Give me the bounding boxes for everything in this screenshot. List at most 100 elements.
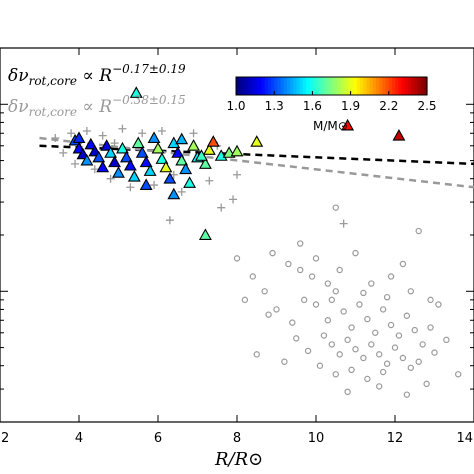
data-point-plus [229,195,238,204]
colorbar-segment [395,77,399,95]
data-point-circle [364,375,371,383]
colorbar-segment [420,77,425,95]
data-point-circle [399,260,407,268]
data-point-triangle [179,162,193,175]
data-point-circle [423,380,430,388]
colorbar-tick-label: 1.0 [226,99,245,113]
data-point-circle [281,358,288,365]
colorbar-segment [251,77,256,95]
data-point-circle [348,324,355,331]
data-point-plus [90,165,99,174]
data-point-plus [177,187,186,196]
data-point-circle [241,296,249,304]
colorbar-segment [277,77,282,95]
colorbar-segment [261,77,266,95]
colorbar-segment [356,77,361,95]
colorbar-segment [385,77,390,95]
data-point-circle [265,311,272,318]
data-point-triangle [96,160,110,173]
data-point-plus [150,181,159,190]
colorbar-segment [376,77,380,95]
data-point-triangle [143,164,157,176]
colorbar-segment [331,77,336,95]
data-point-triangle [187,139,200,151]
data-point-circle [395,332,403,339]
data-point-triangle [123,158,137,171]
data-point-triangle [195,149,208,161]
data-point-circle [249,273,256,280]
data-point-circle [419,341,426,348]
colorbar-segment [411,77,415,95]
data-point-circle [415,227,422,235]
data-point-triangle [230,144,244,157]
x-tick-label: 6 [154,431,162,446]
data-point-circle [435,301,442,308]
x-tick-label: 8 [233,431,241,446]
data-point-triangle [84,137,98,150]
data-point-circle [407,288,414,295]
data-point-triangle [171,146,185,158]
data-point-circle [364,315,371,323]
x-tick-label: 10 [308,431,325,446]
legend-fit-2: δνrot,core ∝ R−0.38±0.15 [8,93,186,119]
colorbar-segment [239,77,243,95]
data-point-triangle [250,135,264,147]
colorbar-segment [309,77,313,95]
data-point-triangle [159,160,173,173]
data-point-triangle [139,178,153,190]
data-point-circle [261,288,268,295]
data-point-triangle [119,150,133,163]
data-point-circle [379,306,387,313]
colorbar-segment [344,77,349,95]
colorbar-segment [423,77,428,95]
colorbar: 1.0 1.3 1.6 1.9 2.2 2.5 [226,76,437,113]
data-point-triangle [108,155,121,168]
plot-frame [0,47,474,423]
data-point-circle [328,296,335,304]
x-tick-label: 14 [456,431,473,446]
data-point-circle [415,358,422,365]
data-point-circle [340,308,347,315]
colorbar-segment [236,77,240,95]
data-point-plus [82,126,91,135]
data-point-circle [368,341,375,348]
data-point-circle [427,296,434,304]
colorbar-segment [407,77,412,95]
fit-line-2 [39,136,474,189]
legend-fit-1: δνrot,core ∝ R−0.17±0.19 [8,62,186,88]
colorbar-segment [312,77,317,95]
data-point-triangle [206,135,220,147]
colorbar-tick-label: 1.9 [341,99,360,113]
data-point-triangle [72,131,86,143]
data-point-circle [332,288,339,295]
data-point-circle [324,317,332,324]
data-point-triangle [92,150,106,163]
x-tick-label: 4 [75,431,83,446]
data-point-circle [376,351,383,358]
colorbar-segment [299,77,304,95]
x-axis-label: R/R⊙ [214,449,263,470]
data-point-circle [387,273,395,280]
colorbar-segment [360,77,364,95]
data-point-circle [455,371,462,378]
data-point-circle [312,255,320,262]
data-point-triangle [127,170,141,182]
colorbar-segment [350,77,355,95]
data-point-circle [391,344,399,351]
colorbar-segment [293,77,298,95]
data-point-plus [106,174,115,183]
colorbar-segment [382,77,387,95]
data-point-circle [356,301,363,308]
data-point-triangle [116,141,129,154]
data-point-circle [304,347,312,355]
data-point-circle [269,249,276,257]
colorbar-segment [306,77,310,95]
data-point-plus [67,129,76,138]
data-point-circle [328,341,335,348]
data-point-circle [360,354,367,362]
chart-marks [39,86,474,398]
colorbar-tick-label: 2.2 [379,99,398,113]
colorbar-segment [379,77,384,95]
colorbar-segment [363,77,368,95]
colorbar-segment [404,77,409,95]
